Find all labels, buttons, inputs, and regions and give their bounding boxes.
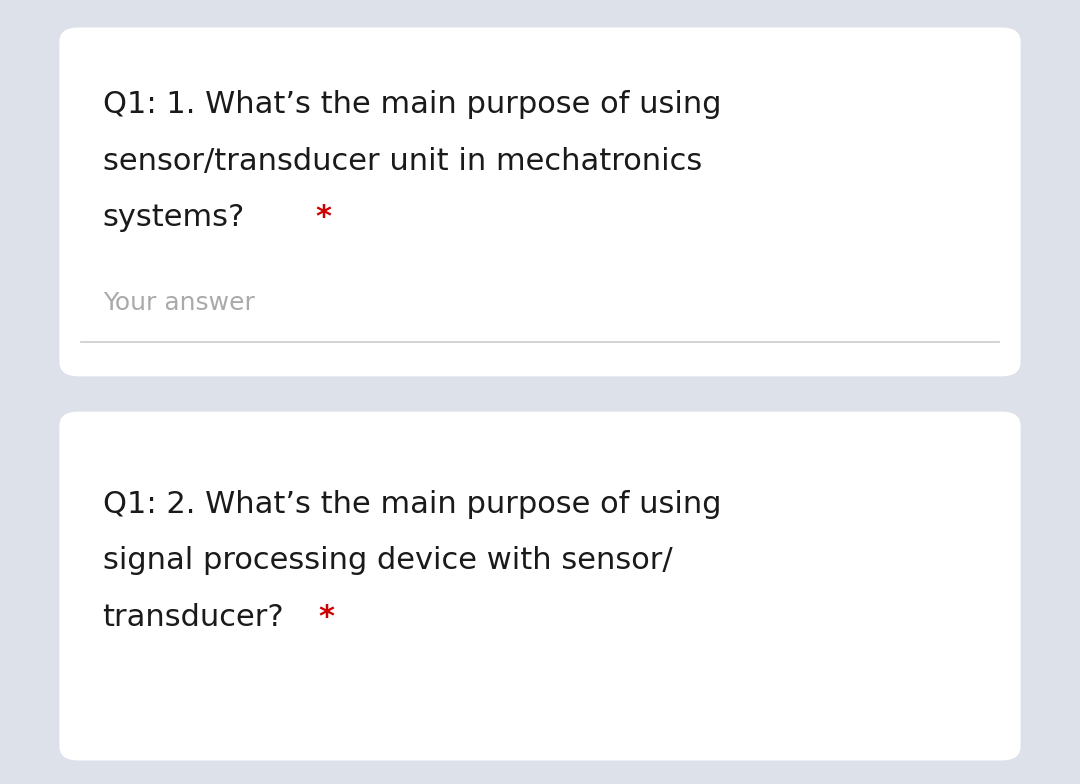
Text: sensor/transducer unit in mechatronics: sensor/transducer unit in mechatronics [103, 147, 702, 176]
Text: *: * [319, 603, 335, 632]
Text: transducer?: transducer? [103, 603, 284, 632]
FancyBboxPatch shape [59, 412, 1021, 760]
Text: Q1: 2. What’s the main purpose of using: Q1: 2. What’s the main purpose of using [103, 490, 721, 519]
Text: systems?: systems? [103, 203, 245, 232]
Text: Your answer: Your answer [103, 291, 255, 315]
Text: Q1: 1. What’s the main purpose of using: Q1: 1. What’s the main purpose of using [103, 90, 721, 119]
Text: signal processing device with sensor/: signal processing device with sensor/ [103, 546, 672, 575]
Text: *: * [315, 203, 332, 232]
FancyBboxPatch shape [59, 27, 1021, 376]
